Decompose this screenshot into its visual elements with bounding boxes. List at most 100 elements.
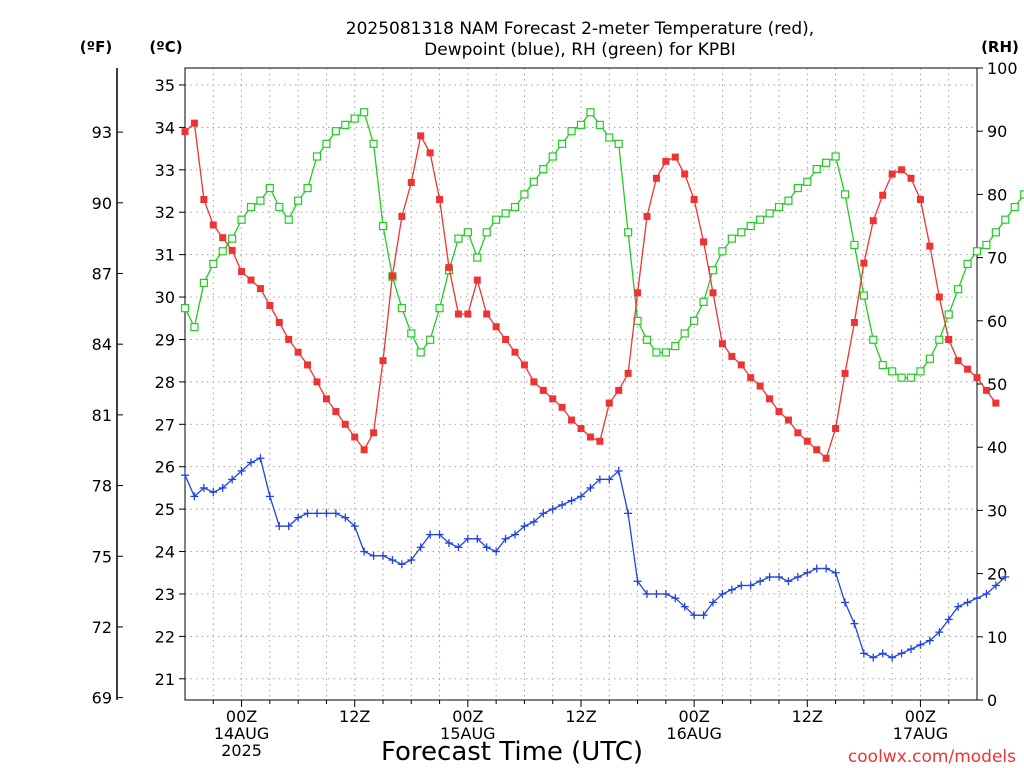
temperature-point <box>605 399 613 407</box>
dewpoint-point <box>671 594 680 603</box>
time-tick-label: 12Z <box>339 707 370 726</box>
time-tick-label: 15AUG <box>440 724 495 743</box>
dewpoint-point <box>284 522 293 531</box>
dewpoint-point <box>954 602 963 611</box>
dewpoint-point <box>944 615 953 624</box>
dewpoint-point <box>360 547 369 556</box>
rh-point <box>831 152 840 161</box>
dewpoint-point <box>237 466 246 475</box>
temperature-point <box>907 174 915 182</box>
temperature-point <box>247 276 255 284</box>
dewpoint-point <box>303 509 312 518</box>
dewpoint-point <box>209 488 218 497</box>
rh-point <box>558 139 567 148</box>
rh-point <box>991 228 1000 237</box>
fahrenheit-tick-label: 81 <box>92 406 112 425</box>
rh-point <box>982 240 991 250</box>
rh-point <box>869 335 878 344</box>
chart-title-line-2: Dewpoint (blue), RH (green) for KPBI <box>424 40 736 60</box>
rh-point <box>774 202 784 212</box>
dewpoint-point <box>888 653 897 662</box>
rh-point <box>1020 190 1024 199</box>
temperature-point <box>681 170 689 178</box>
fahrenheit-tick-label: 90 <box>92 194 112 213</box>
temperature-point <box>879 191 887 199</box>
celsius-axis-label: (ºC) <box>149 38 182 56</box>
rh-point <box>680 329 689 338</box>
celsius-tick-label: 21 <box>155 670 175 689</box>
temperature-point <box>549 395 557 403</box>
fahrenheit-tick-label: 93 <box>92 123 112 142</box>
rh-point <box>303 183 312 193</box>
rh-tick-label: 0 <box>987 691 997 710</box>
fahrenheit-tick-label: 75 <box>92 547 112 566</box>
rh-point <box>878 360 887 370</box>
dewpoint-point <box>812 564 821 573</box>
dewpoint-point <box>379 551 387 560</box>
celsius-tick-label: 31 <box>155 246 175 265</box>
temperature-point <box>775 408 783 416</box>
dewpoint-point <box>454 543 463 552</box>
rh-point <box>529 177 538 186</box>
temperature-point <box>973 374 981 382</box>
rh-point <box>407 329 416 338</box>
rh-point <box>265 183 274 193</box>
temperature-point <box>539 386 547 394</box>
dewpoint-point <box>973 594 981 603</box>
dewpoint-point <box>925 636 934 645</box>
dewpoint-point <box>991 581 1000 590</box>
data-series <box>180 108 1024 662</box>
time-tick-label: 00Z <box>678 707 709 726</box>
temperature-point <box>473 276 481 284</box>
dewpoint-point <box>228 475 237 484</box>
temperature-point <box>520 361 528 369</box>
temperature-point <box>652 174 660 182</box>
dewpoint-point <box>680 602 689 611</box>
rh-point <box>378 221 388 231</box>
celsius-tick-label: 25 <box>155 500 175 519</box>
dewpoint-point <box>935 628 944 637</box>
temperature-point <box>747 374 755 382</box>
dewpoint-point <box>369 551 378 560</box>
rh-point <box>671 341 680 351</box>
dewpoint-point <box>256 454 265 463</box>
rh-point <box>972 247 982 256</box>
dewpoint-point <box>397 560 406 569</box>
dewpoint-point <box>859 649 868 658</box>
dewpoint-point <box>586 483 595 492</box>
celsius-tick-label: 28 <box>155 373 175 392</box>
rh-point <box>426 335 435 344</box>
temperature-point <box>426 149 434 157</box>
rh-point <box>190 323 199 332</box>
temperature-point <box>624 369 632 377</box>
rh-point <box>397 304 406 313</box>
dewpoint-point <box>482 543 491 552</box>
rh-point <box>727 234 736 243</box>
celsius-tick-label: 24 <box>155 543 175 562</box>
rh-point <box>614 139 623 148</box>
rh-point <box>520 190 529 199</box>
rh-point <box>737 228 746 237</box>
dewpoint-point <box>614 466 623 475</box>
rh-point <box>605 133 614 142</box>
dewpoint-point <box>1001 572 1010 581</box>
rh-tick-label: 100 <box>987 59 1018 78</box>
rh-point <box>284 215 293 224</box>
temperature-point <box>869 217 877 225</box>
dewpoint-point <box>445 539 453 548</box>
temperature-point <box>662 157 670 165</box>
rh-point <box>850 240 859 250</box>
rh-point <box>256 196 265 205</box>
temperature-point <box>332 408 340 416</box>
temperature-point <box>454 310 462 318</box>
temperature-point <box>718 340 726 348</box>
dewpoint-point <box>690 611 699 620</box>
temperature-point <box>690 195 698 203</box>
rh-point <box>793 183 802 193</box>
rh-point <box>756 215 765 224</box>
fahrenheit-tick-label: 87 <box>92 264 112 283</box>
rh-point <box>1001 215 1010 224</box>
temperature-point <box>313 378 321 386</box>
rh-point <box>209 259 218 269</box>
